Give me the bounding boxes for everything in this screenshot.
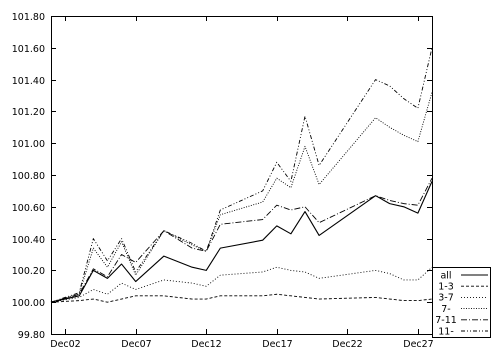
legend-label: 7- bbox=[441, 304, 450, 315]
y-tick-label: 100.40 bbox=[12, 235, 45, 246]
y-tick-label: 101.40 bbox=[12, 76, 45, 87]
y-tick-label: 100.00 bbox=[12, 298, 45, 309]
series-line-1-3 bbox=[50, 293, 433, 303]
legend-label: 11- bbox=[438, 326, 454, 337]
x-axis: Dec02 Dec07 Dec12 Dec17 Dec22 Dec27 bbox=[50, 16, 434, 350]
legend-label: 3-7 bbox=[438, 293, 454, 304]
y-tick-label: 101.00 bbox=[12, 139, 45, 150]
y-tick-label: 99.80 bbox=[18, 330, 45, 341]
y-tick-label: 101.20 bbox=[12, 107, 45, 118]
x-tick-label: Dec02 bbox=[50, 339, 80, 350]
series-line-7- bbox=[50, 92, 433, 303]
series-line-11- bbox=[50, 47, 433, 303]
legend-label: all bbox=[440, 270, 451, 281]
y-tick-label: 100.80 bbox=[12, 171, 45, 182]
legend-label: 7-11 bbox=[435, 315, 457, 326]
x-tick-label: Dec22 bbox=[332, 339, 362, 350]
plot-frame bbox=[51, 16, 433, 335]
x-tick-label: Dec12 bbox=[191, 339, 221, 350]
series-line-3-7 bbox=[50, 266, 433, 303]
y-tick-label: 101.80 bbox=[12, 12, 45, 23]
y-axis: 99.80 100.00 100.20 100.40 100.60 100.80 101.0… bbox=[12, 12, 432, 341]
legend-label: 1-3 bbox=[438, 282, 454, 293]
series-line-all bbox=[50, 181, 433, 303]
x-tick-label: Dec27 bbox=[403, 339, 433, 350]
series-layer bbox=[50, 47, 433, 303]
x-tick-label: Dec07 bbox=[121, 339, 151, 350]
y-tick-label: 101.60 bbox=[12, 44, 45, 55]
series-line-7-11 bbox=[50, 177, 433, 303]
y-tick-label: 100.60 bbox=[12, 203, 45, 214]
x-tick-label: Dec17 bbox=[262, 339, 292, 350]
y-tick-label: 100.20 bbox=[12, 266, 45, 277]
legend-box bbox=[432, 267, 491, 339]
